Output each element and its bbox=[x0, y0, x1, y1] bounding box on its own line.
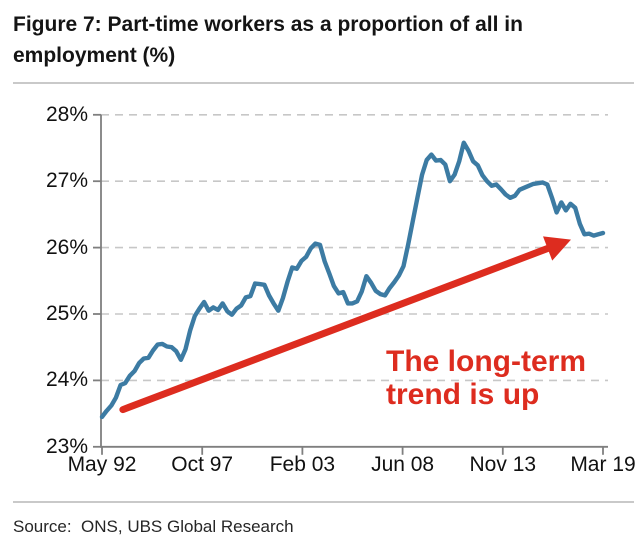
trend-annotation-line1: The long-term bbox=[386, 345, 586, 378]
trend-arrow-shaft bbox=[119, 243, 555, 414]
y-tick-label: 27% bbox=[45, 169, 88, 193]
y-tick-label: 23% bbox=[45, 434, 88, 458]
y-tick-label: 28% bbox=[45, 102, 88, 126]
trend-annotation-line2: trend is up bbox=[386, 378, 540, 411]
source-divider bbox=[13, 501, 634, 503]
x-tick-label: Nov 13 bbox=[469, 453, 537, 476]
x-tick-label: Oct 97 bbox=[171, 453, 234, 476]
y-tick-label: 25% bbox=[45, 302, 88, 325]
x-tick-label: Mar 19 bbox=[570, 453, 636, 476]
figure-title: Figure 7: Part-time workers as a proport… bbox=[13, 13, 523, 67]
source-text: Source: ONS, UBS Global Research bbox=[13, 517, 294, 536]
x-tick-label: May 92 bbox=[67, 453, 137, 476]
title-divider bbox=[13, 82, 634, 84]
y-tick-label: 26% bbox=[45, 235, 88, 259]
x-tick-label: Feb 03 bbox=[269, 453, 336, 476]
x-tick-label: Jun 08 bbox=[371, 453, 435, 476]
y-tick-label: 24% bbox=[45, 368, 88, 392]
trend-annotation: The long-term trend is up bbox=[386, 345, 586, 411]
trend-arrow-head bbox=[543, 236, 571, 261]
series-line bbox=[99, 140, 606, 420]
